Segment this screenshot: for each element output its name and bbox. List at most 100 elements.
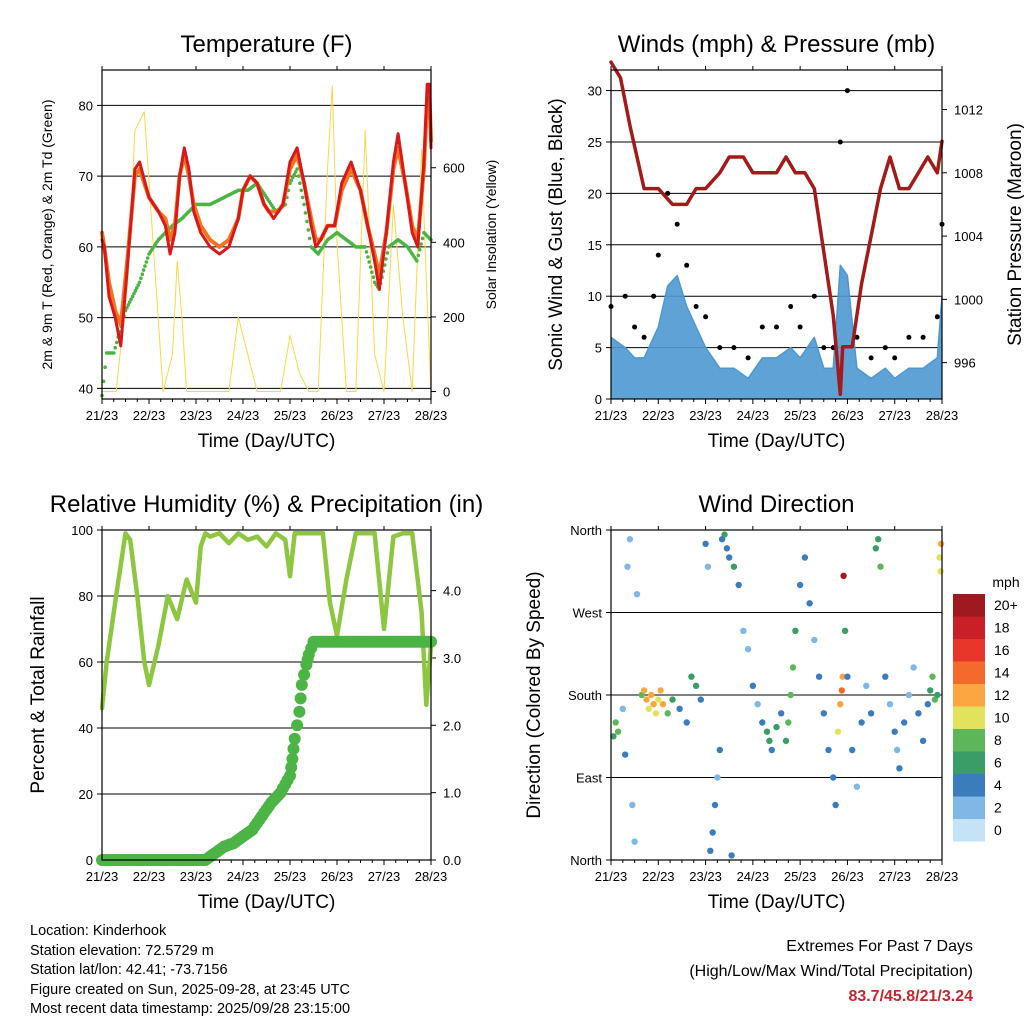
temperature-point (129, 297, 133, 302)
temperature-point (384, 257, 388, 261)
wind-direction-point (936, 554, 943, 561)
temperature-frame (101, 69, 432, 400)
temperature-y2-tick-label: 600 (443, 161, 465, 176)
speed-legend-swatch (953, 751, 985, 774)
winds-y2-tick-label: 996 (954, 356, 976, 371)
temperature-point (420, 236, 425, 241)
temperature-point (145, 256, 150, 260)
wind-direction-point (929, 673, 936, 680)
latlon-text: Station lat/lon: 42.41; -73.7156 (30, 962, 228, 978)
speed-legend-swatch (953, 594, 985, 617)
wind-direction-ylabel: Direction (Colored By Speed) (524, 571, 545, 818)
wind-direction-point (622, 751, 629, 758)
wind-direction-point (754, 701, 761, 708)
wind-direction-point (789, 664, 797, 671)
temperature-point (141, 268, 146, 272)
wind-direction-point (633, 591, 641, 598)
wind-direction-point (645, 705, 652, 712)
wind-direction-point (659, 701, 667, 708)
wind-direction-point (782, 737, 790, 744)
wind-direction-point (728, 852, 735, 859)
rh_precip-y2-tick-label: 4.0 (443, 584, 461, 599)
wind-direction-point (768, 746, 775, 754)
temperature-point (305, 219, 309, 224)
wind-direction-point (773, 723, 780, 731)
wind-direction-point (688, 673, 695, 680)
wind-direction-point (896, 765, 903, 772)
winds-gust-point (745, 355, 751, 361)
winds-y2-tick-label: 1008 (954, 166, 983, 181)
temperature-point (144, 260, 149, 264)
speed-legend-swatch (953, 639, 985, 662)
speed-legend-label: 18 (994, 620, 1010, 636)
temperature-point (302, 202, 306, 207)
wind-direction-point (778, 710, 785, 717)
rh_precip-x-tick-label: 21/23 (86, 869, 119, 884)
wind-direction-point (844, 673, 851, 680)
winds-gust-point (821, 345, 827, 351)
winds-y2-tick-label: 1000 (954, 292, 983, 307)
winds-x-tick-label: 25/23 (784, 408, 817, 423)
wind_direction-frame (610, 529, 943, 861)
temperature-point (368, 265, 373, 269)
winds-series-station-pressure (609, 60, 944, 397)
temperature-point (363, 245, 368, 249)
wind_direction-x-tick-label: 21/23 (595, 869, 628, 884)
rh_precip-y-tick-label: 20 (79, 787, 93, 802)
winds-x-tick-label: 21/23 (595, 408, 628, 423)
winds-gust-point (797, 324, 803, 330)
temperature-point (125, 305, 129, 310)
rh_precip-x-tick-label: 27/23 (368, 869, 401, 884)
temperature-y-tick-label: 50 (79, 311, 93, 326)
temperature-point (143, 264, 147, 268)
rh_precip-point (287, 742, 300, 755)
temperature-point (371, 275, 376, 280)
temperature-point (130, 294, 135, 299)
speed-legend-label: 2 (994, 800, 1002, 816)
elevation-text: Station elevation: 72.5729 m (30, 942, 214, 959)
wind-direction-point (704, 563, 712, 570)
wind_direction-x-tick-label: 24/23 (737, 869, 770, 884)
wind-direction-point (643, 696, 650, 703)
speed-legend-label: 6 (994, 755, 1002, 771)
winds-gust-point (684, 262, 690, 268)
rh_precip-point (291, 719, 304, 732)
temperature-point (295, 167, 299, 171)
speed-legend-label: 10 (994, 710, 1010, 726)
wind-direction-point (749, 682, 757, 689)
temperature-x-tick-label: 22/23 (133, 408, 166, 423)
rh_precip-y-tick-label: 80 (79, 589, 93, 604)
temperature-point (137, 280, 142, 285)
temperature-point (364, 250, 369, 254)
temperature-point (417, 247, 422, 252)
wind-direction-point (838, 687, 845, 694)
wind-direction-point (697, 696, 704, 703)
temperature-point (135, 286, 139, 290)
rh_precip-y-tick-label: 60 (79, 655, 93, 670)
wind-direction-point (692, 682, 700, 689)
rh_precip-point (288, 732, 301, 745)
winds-gust-point (934, 314, 940, 320)
wind-direction-point (640, 687, 648, 694)
extremes-title: Extremes For Past 7 Days (786, 938, 973, 955)
winds-gust-point (731, 345, 737, 351)
winds-y2-tick-label: 1012 (954, 103, 983, 118)
wind-direction-point (676, 705, 683, 712)
wind-direction-point (614, 728, 622, 735)
rh_precip-y-tick-label: 40 (79, 721, 93, 736)
temperature-y2label: Solar Insolation (Yellow) (483, 160, 499, 310)
winds-gust-point (788, 304, 794, 309)
winds-gust-point (759, 324, 765, 330)
winds-gust-point (920, 334, 926, 340)
wind-direction-point (820, 710, 827, 717)
temperature-point (366, 255, 370, 259)
winds-gust-point (655, 252, 661, 258)
temperature-point (103, 365, 107, 370)
wind_direction-xlabel: Time (Day/UTC) (708, 892, 846, 913)
wind-direction-point (669, 696, 676, 703)
rh_precip-y-tick-label: 100 (71, 523, 93, 538)
rh_precip-x-tick-label: 24/23 (227, 869, 260, 884)
rh_precip-point (298, 668, 311, 681)
wind-direction-point (657, 687, 664, 694)
speed-legend-swatch (953, 706, 985, 729)
